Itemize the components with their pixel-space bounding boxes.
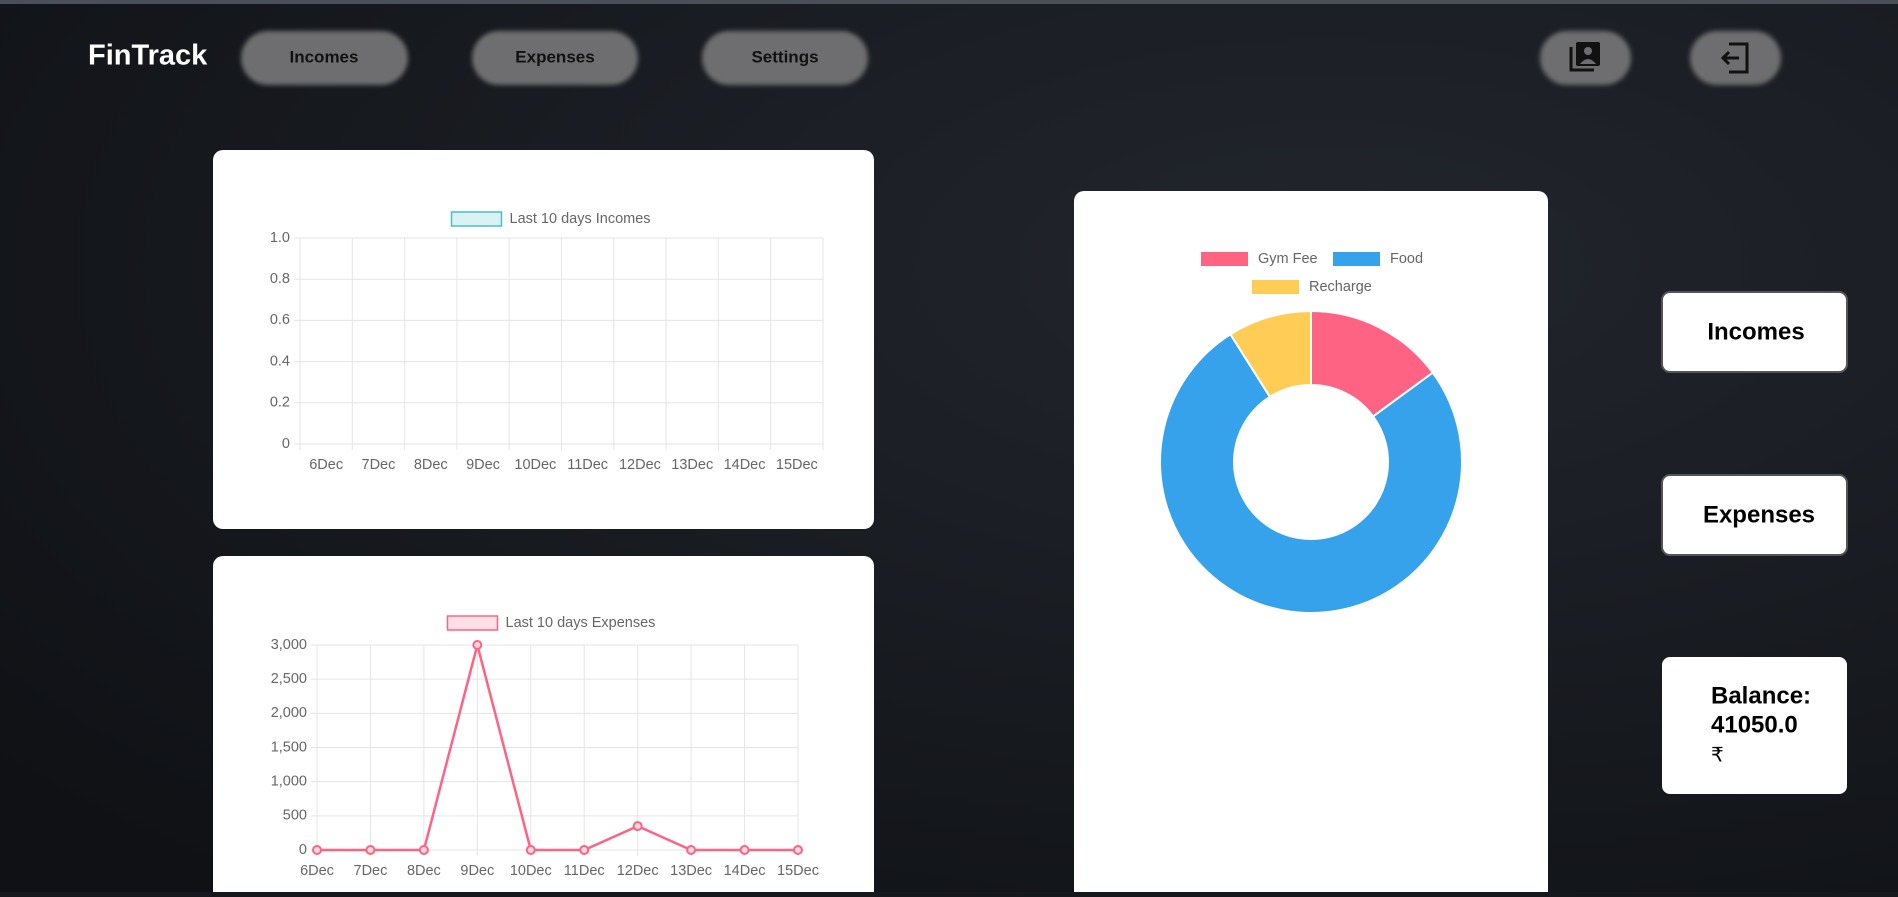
y-tick-label: 3,000 — [271, 637, 307, 653]
x-tick-label: 9Dec — [466, 457, 500, 473]
nav-label[interactable]: Expenses — [515, 47, 594, 66]
point — [525, 845, 536, 855]
x-tick-label: 12Dec — [617, 863, 659, 879]
point — [472, 640, 483, 650]
y-tick-label: 0 — [299, 842, 307, 858]
point — [579, 845, 590, 855]
legend-label: Gym Fee — [1258, 251, 1318, 267]
y-tick-label: 1,500 — [271, 739, 307, 755]
card[interactable] — [1661, 474, 1848, 556]
icon — [1720, 50, 1739, 66]
legend-label: Recharge — [1309, 279, 1372, 295]
top-edge — [0, 0, 1898, 4]
y-tick-label: 0.4 — [270, 353, 290, 369]
x-tick-label: 15Dec — [777, 863, 819, 879]
y-tick-label: 2,500 — [271, 671, 307, 687]
x-tick-label: 6Dec — [300, 863, 334, 879]
balance-value: 41050.0 — [1711, 711, 1798, 738]
point — [312, 845, 322, 855]
y-tick-label: 0 — [282, 436, 290, 452]
legend-swatch — [1252, 280, 1299, 294]
expense-chart-card — [213, 556, 874, 897]
x-tick-label: 11Dec — [567, 457, 608, 473]
card-label[interactable]: Incomes — [1707, 318, 1804, 345]
incomes-card[interactable]: Incomes — [1661, 291, 1848, 373]
currency: ₹ — [1711, 744, 1724, 766]
x-tick-label: 14Dec — [724, 457, 766, 473]
y-tick-label: 0.2 — [270, 395, 290, 411]
y-tick-label: 0.8 — [270, 271, 290, 287]
y-tick-label: 1,000 — [271, 773, 307, 789]
x-tick-label: 12Dec — [619, 457, 661, 473]
x-tick-label: 7Dec — [354, 863, 388, 879]
x-tick-label: 6Dec — [309, 457, 343, 473]
nav-button[interactable] — [702, 31, 868, 85]
x-tick-label: 8Dec — [407, 863, 441, 879]
nav-incomes[interactable]: Incomes — [241, 31, 408, 85]
x-tick-label: 13Dec — [670, 863, 712, 879]
point — [686, 845, 697, 855]
logout-button[interactable] — [1690, 31, 1781, 85]
nav-button[interactable] — [241, 31, 408, 85]
y-tick-label: 0.6 — [270, 312, 290, 328]
point — [739, 845, 750, 855]
legend-label: Food — [1390, 251, 1423, 267]
x-tick-label: 7Dec — [362, 457, 396, 473]
nav-button[interactable] — [472, 31, 638, 85]
icon — [1569, 47, 1594, 72]
balance-card — [1662, 657, 1847, 794]
legend-swatch — [450, 211, 503, 227]
x-tick-label: 8Dec — [414, 457, 448, 473]
y-tick-label: 500 — [283, 808, 307, 824]
card[interactable] — [1661, 291, 1848, 373]
y-tick-label: 2,000 — [271, 705, 307, 721]
x-tick-label: 9Dec — [460, 863, 494, 879]
profile-button[interactable] — [1540, 31, 1631, 85]
legend-swatch — [1333, 252, 1380, 266]
card-label[interactable]: Expenses — [1703, 501, 1815, 528]
icon — [1584, 47, 1592, 55]
nav-expenses[interactable]: Expenses — [472, 31, 638, 85]
income-chart-card — [213, 150, 874, 529]
point — [418, 845, 429, 855]
legend-label: Last 10 days Incomes — [510, 211, 651, 227]
legend-swatch — [446, 615, 499, 631]
slice — [1229, 309, 1312, 399]
nav-settings[interactable]: Settings — [702, 31, 868, 85]
point — [365, 845, 376, 855]
balance-label: Balance: — [1711, 682, 1811, 709]
x-tick-label: 10Dec — [510, 863, 552, 879]
brand: FinTrack — [88, 40, 208, 72]
legend-swatch — [1201, 252, 1248, 266]
legend-label: Last 10 days Expenses — [506, 615, 656, 631]
slice — [1158, 332, 1463, 614]
x-tick-label: 14Dec — [724, 863, 766, 879]
x-tick-label: 10Dec — [514, 457, 556, 473]
x-tick-label: 13Dec — [671, 457, 713, 473]
point — [793, 845, 803, 855]
y-tick-label: 1.0 — [270, 230, 290, 246]
x-tick-label: 11Dec — [564, 863, 605, 879]
x-tick-label: 15Dec — [776, 457, 818, 473]
nav-label[interactable]: Incomes — [290, 47, 359, 66]
series-line — [317, 640, 798, 852]
expenses-card[interactable]: Expenses — [1661, 474, 1848, 556]
icon — [1580, 59, 1596, 64]
nav-label[interactable]: Settings — [751, 47, 818, 66]
point — [632, 821, 643, 832]
icon — [1729, 42, 1749, 74]
